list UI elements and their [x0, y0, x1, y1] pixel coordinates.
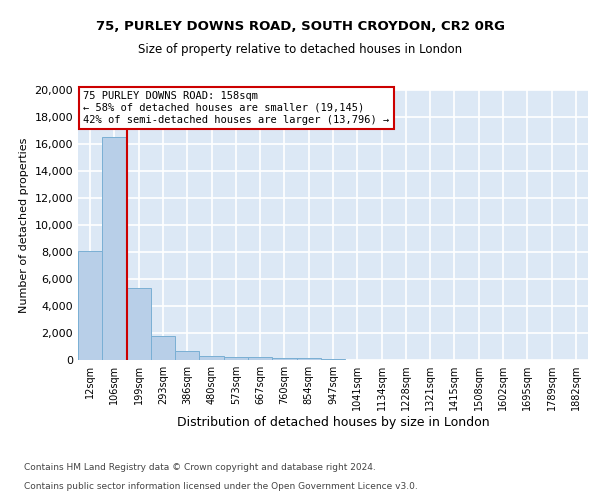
Text: 75, PURLEY DOWNS ROAD, SOUTH CROYDON, CR2 0RG: 75, PURLEY DOWNS ROAD, SOUTH CROYDON, CR… [95, 20, 505, 33]
Text: 75 PURLEY DOWNS ROAD: 158sqm
← 58% of detached houses are smaller (19,145)
42% o: 75 PURLEY DOWNS ROAD: 158sqm ← 58% of de… [83, 92, 389, 124]
Bar [321, 359, 345, 360]
Bar [199, 356, 224, 360]
Bar [175, 351, 199, 360]
Bar [78, 252, 102, 360]
Bar [272, 358, 296, 360]
Bar [248, 358, 272, 360]
Bar [127, 288, 151, 360]
Bar [102, 137, 127, 360]
Text: Size of property relative to detached houses in London: Size of property relative to detached ho… [138, 42, 462, 56]
Y-axis label: Number of detached properties: Number of detached properties [19, 138, 29, 312]
Bar [296, 358, 321, 360]
X-axis label: Distribution of detached houses by size in London: Distribution of detached houses by size … [176, 416, 490, 429]
Bar [151, 336, 175, 360]
Text: Contains public sector information licensed under the Open Government Licence v3: Contains public sector information licen… [24, 482, 418, 491]
Bar [224, 357, 248, 360]
Text: Contains HM Land Registry data © Crown copyright and database right 2024.: Contains HM Land Registry data © Crown c… [24, 464, 376, 472]
